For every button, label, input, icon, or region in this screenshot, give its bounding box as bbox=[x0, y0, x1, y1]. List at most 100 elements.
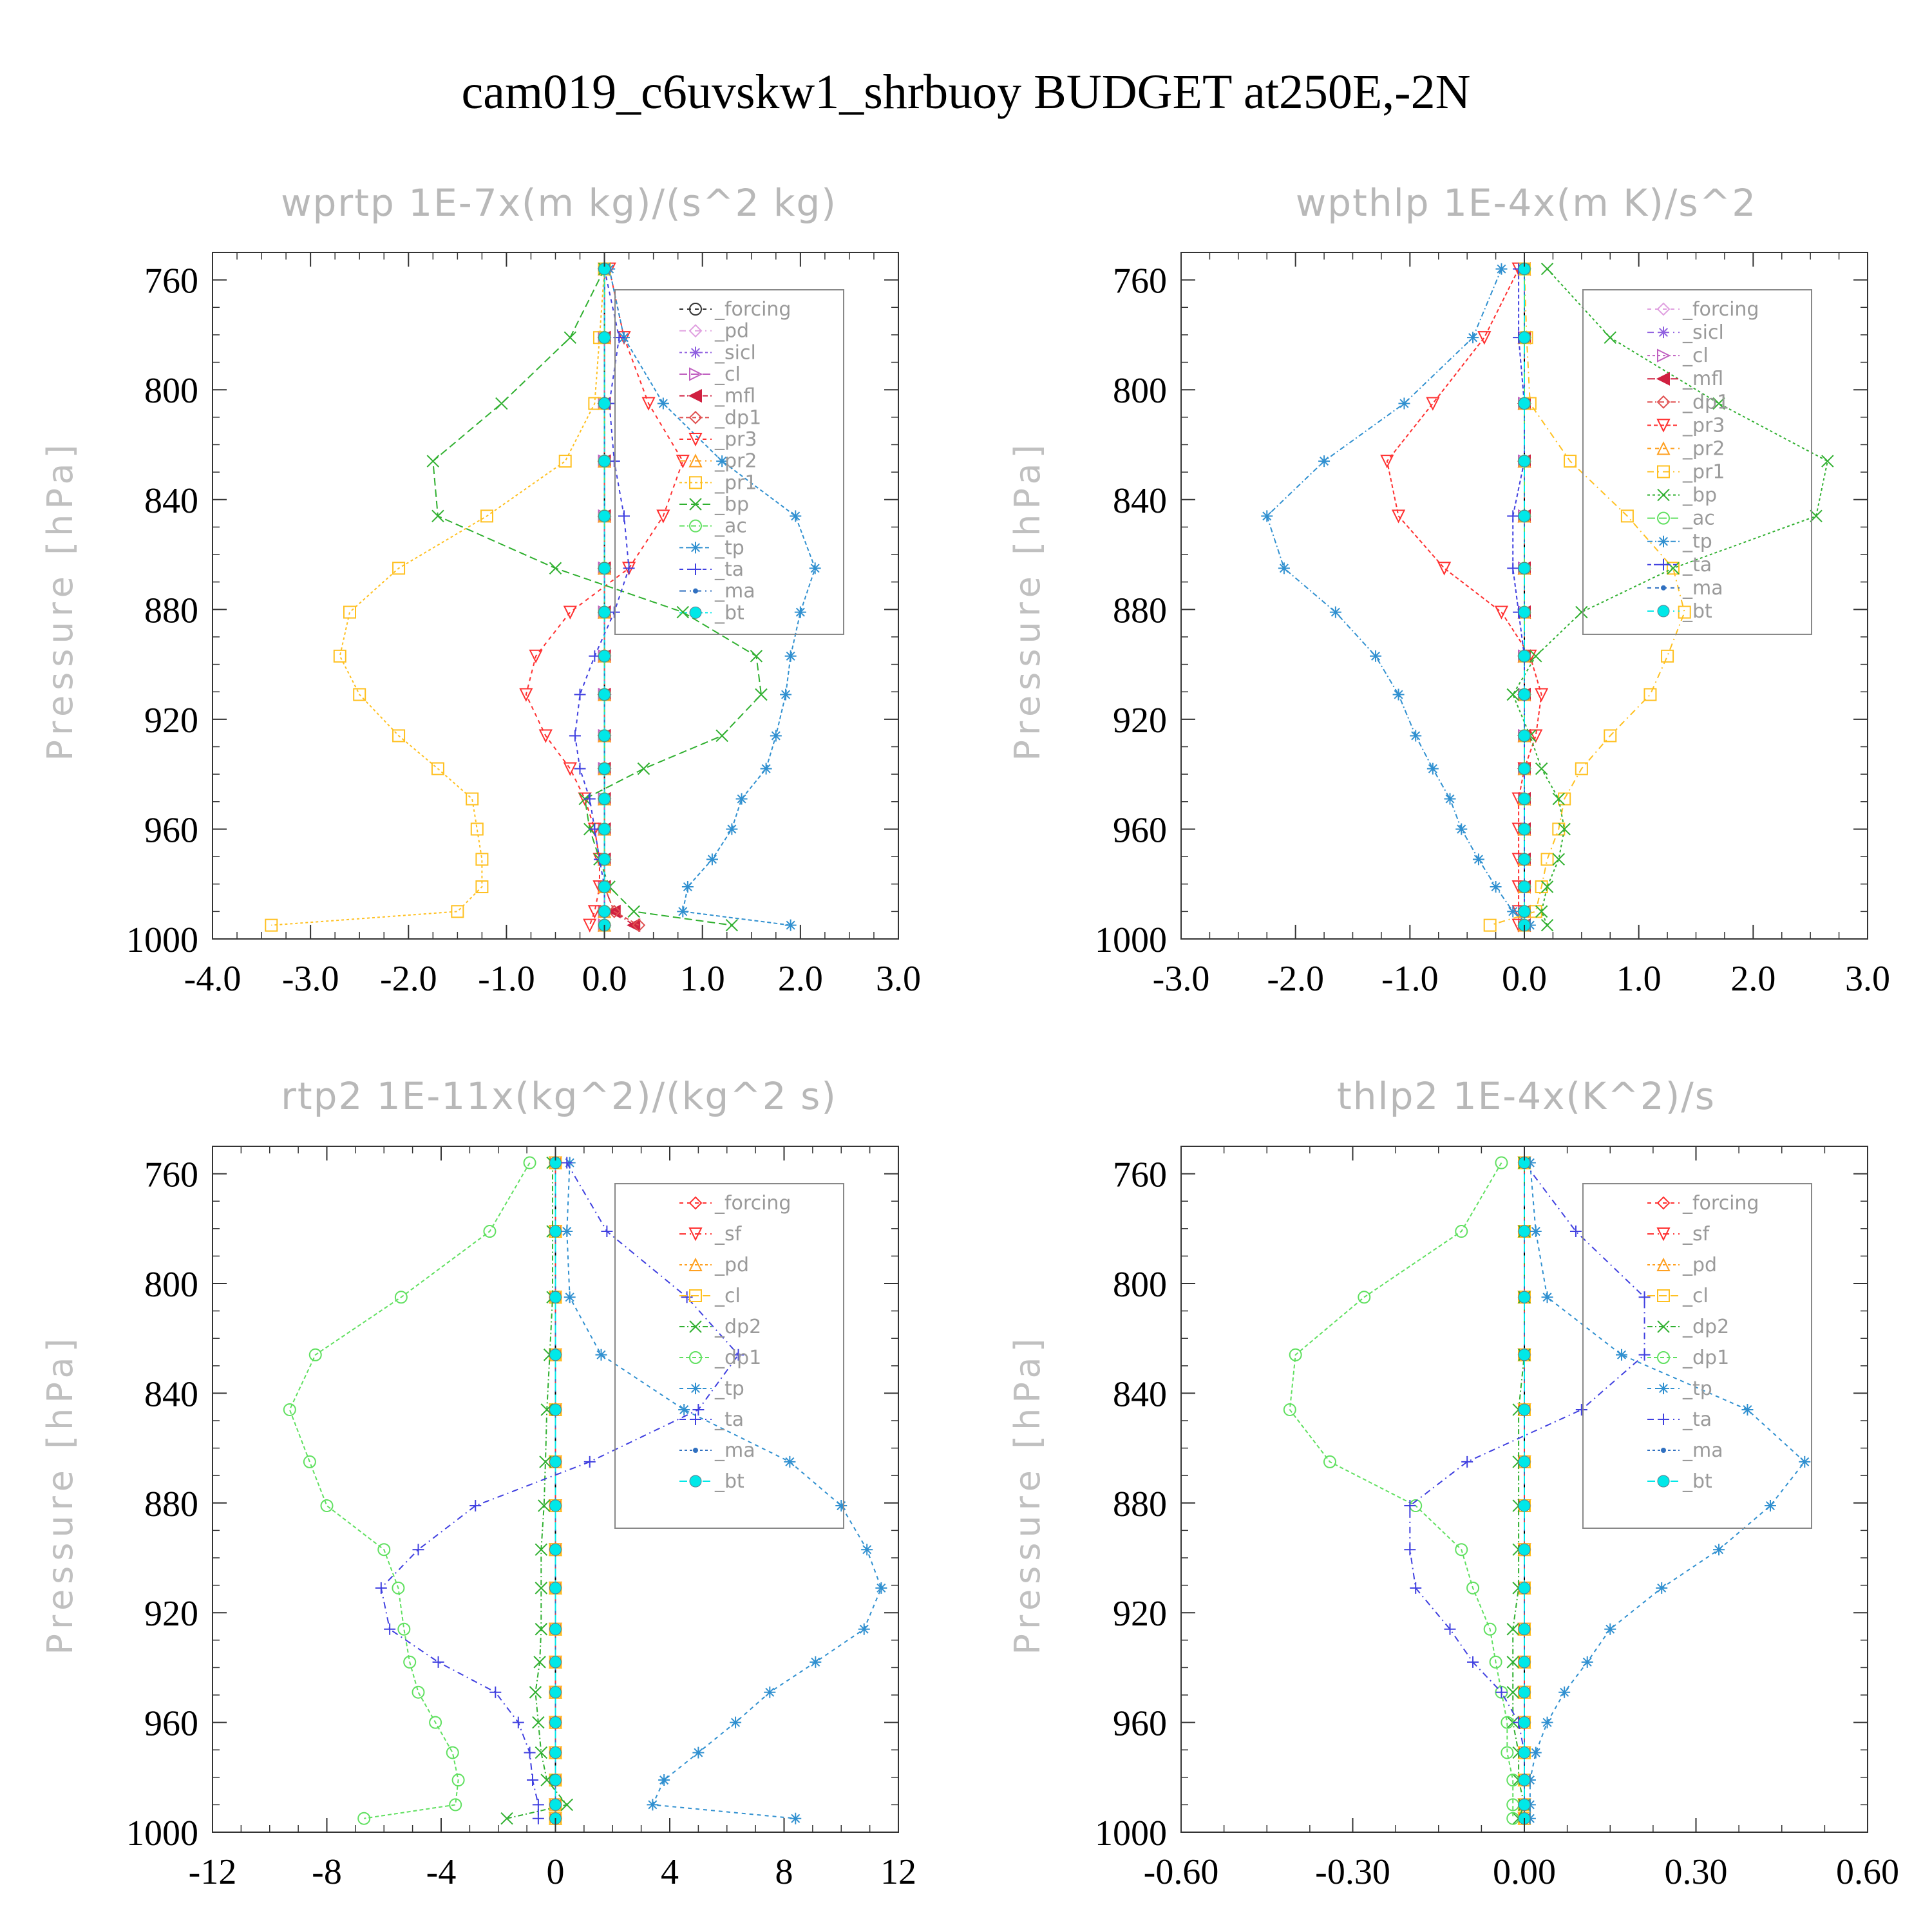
marker-filled-circle bbox=[598, 822, 611, 835]
marker-filled-circle bbox=[598, 331, 611, 344]
marker-star bbox=[1444, 793, 1456, 805]
marker-x bbox=[715, 729, 728, 743]
marker-x bbox=[1558, 822, 1571, 836]
legend-entry: _pr1 bbox=[679, 471, 757, 494]
legend-label: _bt bbox=[714, 1470, 744, 1493]
series-line bbox=[1289, 1162, 1514, 1819]
x-tick-label: -3.0 bbox=[1153, 959, 1210, 999]
marker-plus bbox=[690, 1414, 701, 1425]
legend-entry: _mfl bbox=[1647, 368, 1723, 390]
marker-star bbox=[595, 1349, 607, 1361]
marker-square bbox=[1657, 1289, 1670, 1302]
legend-label: _cl bbox=[1682, 1285, 1709, 1307]
marker-x bbox=[1540, 918, 1554, 932]
marker-x bbox=[1552, 792, 1566, 806]
marker-filled-circle bbox=[689, 1475, 702, 1488]
marker-tri-down bbox=[587, 905, 601, 919]
marker-star bbox=[561, 1226, 573, 1238]
marker-filled-circle bbox=[1518, 509, 1531, 522]
legend-entry: _cl bbox=[679, 1285, 741, 1307]
marker-x bbox=[500, 1812, 513, 1825]
legend-entry: _cl bbox=[1647, 1285, 1709, 1307]
marker-filled-circle bbox=[598, 455, 611, 468]
marker-filled-circle bbox=[1518, 688, 1531, 701]
legend-label: _sicl bbox=[714, 341, 756, 364]
x-tick-label: 3.0 bbox=[1845, 959, 1890, 999]
series-line bbox=[271, 269, 605, 926]
legend-entry: _dp1 bbox=[1647, 1347, 1729, 1369]
panel-wprtp: wprtp 1E-7x(m kg)/(s^2 kg) Pressure [hPa… bbox=[40, 181, 921, 999]
legend-label: _ac bbox=[1682, 507, 1715, 530]
marker-circle bbox=[429, 1716, 442, 1729]
marker-star bbox=[1318, 455, 1331, 468]
marker-filled-circle bbox=[1518, 1746, 1531, 1759]
series-line bbox=[1266, 269, 1531, 926]
marker-filled-circle bbox=[549, 1716, 562, 1729]
y-tick-label: 960 bbox=[1113, 1704, 1167, 1744]
x-tick-label: -3.0 bbox=[282, 959, 339, 999]
marker-star bbox=[784, 919, 797, 931]
legend-label: _sf bbox=[714, 1223, 743, 1245]
marker-filled-circle bbox=[1518, 650, 1531, 663]
y-tick-label: 1000 bbox=[126, 1814, 198, 1853]
legend-entry: _ma bbox=[679, 580, 755, 603]
marker-x bbox=[560, 1798, 573, 1812]
legend-label: _ma bbox=[1682, 577, 1723, 600]
marker-filled-circle bbox=[549, 1403, 562, 1416]
marker-filled-circle bbox=[549, 1291, 562, 1303]
marker-tri-down bbox=[1535, 688, 1549, 702]
series-line bbox=[1490, 269, 1685, 926]
series-line bbox=[1409, 1162, 1645, 1819]
marker-x bbox=[1540, 262, 1554, 276]
marker-star bbox=[861, 1544, 873, 1556]
marker-tri-down bbox=[583, 918, 597, 933]
marker-star bbox=[770, 730, 782, 742]
legend-entry: _pd bbox=[679, 1254, 749, 1276]
legend-label: _bt bbox=[714, 601, 744, 624]
marker-x bbox=[426, 455, 440, 468]
marker-plus bbox=[512, 1716, 524, 1728]
marker-circle bbox=[394, 1291, 408, 1304]
x-tick-label: -1.0 bbox=[478, 959, 535, 999]
marker-star bbox=[809, 562, 821, 574]
marker-circle bbox=[1283, 1403, 1296, 1416]
marker-star bbox=[764, 1686, 776, 1698]
marker-filled-circle bbox=[1518, 455, 1531, 468]
marker-tri-down bbox=[563, 762, 577, 776]
marker-diamond bbox=[688, 410, 703, 424]
legend-box bbox=[614, 289, 844, 635]
marker-plus bbox=[1507, 510, 1519, 522]
marker-plus bbox=[1404, 1500, 1416, 1512]
marker-filled-circle bbox=[549, 1623, 562, 1636]
y-tick-label: 960 bbox=[1113, 810, 1167, 850]
legend-entry: _forcing bbox=[679, 298, 791, 321]
legend-label: _dp1 bbox=[1682, 1347, 1729, 1369]
y-tick-label: 960 bbox=[144, 810, 198, 850]
marker-plus bbox=[412, 1544, 424, 1556]
marker-circle bbox=[689, 1351, 702, 1364]
marker-circle bbox=[392, 1581, 405, 1595]
marker-plus bbox=[561, 1157, 573, 1169]
marker-circle bbox=[1323, 1455, 1336, 1468]
marker-x bbox=[676, 605, 689, 619]
marker-star bbox=[784, 650, 797, 662]
marker-star bbox=[1530, 1226, 1542, 1238]
marker-filled-circle bbox=[1518, 1499, 1531, 1512]
marker-plus bbox=[1575, 1403, 1587, 1416]
marker-star bbox=[1616, 1349, 1628, 1361]
marker-filled-circle bbox=[549, 1499, 562, 1512]
legend-label: _cl bbox=[1682, 345, 1709, 367]
marker-tri-down bbox=[563, 605, 577, 620]
marker-x bbox=[431, 509, 444, 523]
y-tick-label: 800 bbox=[1113, 371, 1167, 411]
x-tick-label: -12 bbox=[189, 1852, 237, 1892]
series-line bbox=[1386, 269, 1542, 925]
legend-label: _pd bbox=[1682, 1254, 1717, 1276]
series_bt bbox=[549, 1157, 562, 1825]
legend-label: _ta bbox=[1682, 1408, 1712, 1431]
marker-x bbox=[1506, 1686, 1519, 1699]
legend-label: _pr1 bbox=[714, 471, 757, 494]
marker-square bbox=[1540, 853, 1554, 866]
marker-diamond bbox=[1656, 395, 1671, 409]
marker-x bbox=[689, 498, 702, 511]
